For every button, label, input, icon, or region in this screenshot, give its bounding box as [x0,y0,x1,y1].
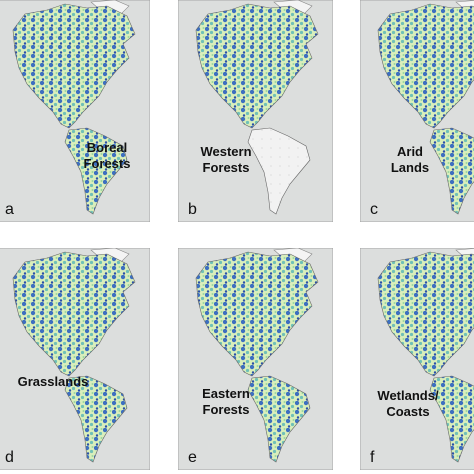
south-america [429,127,474,215]
panel-letter: a [5,201,14,218]
panel-label: Western [200,144,251,159]
panel-label: Coasts [386,404,429,419]
south-america [247,127,311,215]
north-america [377,251,474,377]
map [178,248,333,470]
panel-label: Lands [391,160,429,175]
panel-letter: e [188,449,197,466]
map [360,0,474,222]
south-america [429,375,474,463]
panel-letter: f [370,449,375,466]
panel-label: Forests [84,156,131,171]
panel-label: Wetlands/ [377,388,439,403]
map [0,0,150,222]
map [360,248,474,470]
map [178,0,333,222]
north-america [377,3,474,129]
panel-letter: d [5,449,14,466]
map [0,248,150,470]
north-america [12,3,136,129]
panel-label: Forests [203,160,250,175]
panel-letter: b [188,201,197,218]
south-america [64,127,128,215]
panel-label: Eastern [202,386,250,401]
north-america [195,3,319,129]
south-america [247,375,311,463]
panel-label: Grasslands [18,374,89,389]
map-panel: Grasslands d [0,248,150,470]
north-america [195,251,319,377]
panel-letter: c [370,201,378,218]
south-america [64,375,128,463]
panel-label: Boreal [87,140,127,155]
north-america [12,251,136,377]
panel-label: Forests [203,402,250,417]
panel-label: Arid [397,144,423,159]
map-panel: Wetlands/Coasts f [360,248,474,470]
